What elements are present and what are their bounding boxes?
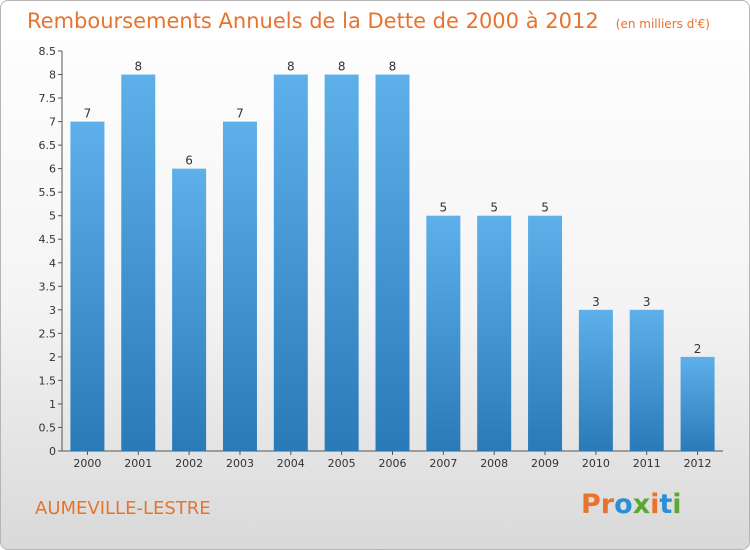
logo-letter: x: [632, 489, 651, 520]
y-tick-label: 7: [49, 116, 56, 129]
chart-header: Remboursements Annuels de la Dette de 20…: [27, 9, 710, 33]
data-label-2000: 7: [84, 107, 92, 121]
city-name: AUMEVILLE-LESTRE: [35, 498, 211, 519]
data-labels: 7 8 6 7 8 8 8 5 5 5 3 3 2: [84, 60, 702, 356]
chart-title: Remboursements Annuels de la Dette de 20…: [27, 9, 599, 33]
bar-2002: [172, 168, 207, 451]
logo-letter: i: [672, 489, 682, 520]
y-tick-label: 8: [49, 69, 56, 82]
x-tick-label-2008: 2008: [480, 457, 508, 470]
x-tick-label-2001: 2001: [124, 457, 152, 470]
y-tick-label: 1: [49, 398, 56, 411]
y-tick-label: 3.5: [39, 280, 57, 293]
y-tick-label: 0.5: [39, 421, 57, 434]
x-tick-label-2003: 2003: [226, 457, 254, 470]
bar-2010: [578, 309, 613, 451]
logo-letter: t: [659, 489, 673, 520]
x-tick-label-2002: 2002: [175, 457, 203, 470]
bars: [70, 74, 715, 452]
bar-2004: [273, 74, 308, 451]
bar-2008: [477, 215, 512, 451]
logo-letter: o: [614, 489, 633, 520]
data-label-2010: 3: [592, 295, 600, 309]
bar-2005: [324, 74, 359, 451]
data-label-2009: 5: [541, 201, 549, 215]
logo-letter: P: [581, 489, 601, 520]
bar-2007: [426, 215, 461, 451]
x-tick-label-2012: 2012: [684, 457, 712, 470]
chart-subtitle: (en milliers d'€): [615, 17, 710, 31]
axes: 0 0.5 1 1.5 2 2.5 3 3.5 4 4.5 5 5.5 6 6.5 7 7.5 8 8.5 2000…: [39, 45, 723, 470]
x-tick-label-2007: 2007: [429, 457, 457, 470]
data-label-2006: 8: [389, 60, 397, 74]
data-label-2007: 5: [440, 201, 448, 215]
x-tick-label-2000: 2000: [73, 457, 101, 470]
logo-letter: i: [650, 489, 660, 520]
data-label-2012: 2: [694, 342, 702, 356]
y-tick-label: 2.5: [39, 327, 57, 340]
data-label-2011: 3: [643, 295, 651, 309]
y-tick-label: 4: [49, 257, 56, 270]
x-tick-label-2006: 2006: [379, 457, 407, 470]
y-tick-label: 0: [49, 445, 56, 458]
x-tick-label-2009: 2009: [531, 457, 559, 470]
x-tick-label-2011: 2011: [633, 457, 661, 470]
y-tick-label: 3: [49, 304, 56, 317]
bar-2009: [528, 215, 563, 451]
bar-2003: [222, 121, 257, 452]
y-tick-label: 1.5: [39, 374, 57, 387]
y-tick-label: 2: [49, 351, 56, 364]
data-label-2005: 8: [338, 60, 346, 74]
data-label-2008: 5: [490, 201, 498, 215]
bar-2001: [121, 74, 156, 451]
y-tick-label: 5.5: [39, 186, 57, 199]
y-tick-label: 5: [49, 210, 56, 223]
y-tick-label: 8.5: [39, 45, 57, 58]
x-tick-label-2010: 2010: [582, 457, 610, 470]
x-tick-label-2004: 2004: [277, 457, 305, 470]
bar-2000: [70, 121, 105, 452]
y-tick-label: 4.5: [39, 233, 57, 246]
data-label-2001: 8: [134, 60, 142, 74]
data-label-2002: 6: [185, 154, 193, 168]
y-tick-label: 6: [49, 163, 56, 176]
logo-letter: r: [600, 489, 615, 520]
y-tick-label: 7.5: [39, 92, 57, 105]
bar-2011: [629, 309, 664, 451]
bar-2006: [375, 74, 410, 451]
proxiti-logo: Proxiti: [581, 489, 682, 520]
data-label-2004: 8: [287, 60, 295, 74]
data-label-2003: 7: [236, 107, 244, 121]
bar-2012: [680, 356, 715, 451]
y-tick-label: 6.5: [39, 139, 57, 152]
x-tick-label-2005: 2005: [328, 457, 356, 470]
